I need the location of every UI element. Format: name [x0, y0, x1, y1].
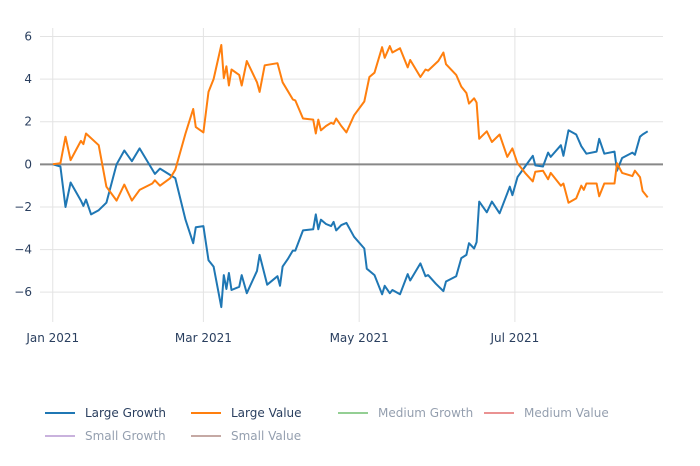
legend-label: Large Value — [231, 406, 302, 420]
legend-label: Small Value — [231, 429, 301, 443]
legend-item-small-value[interactable]: Small Value — [191, 429, 301, 443]
legend-label: Medium Value — [524, 406, 609, 420]
y-tick-label: −6 — [14, 285, 32, 299]
legend-label: Small Growth — [85, 429, 166, 443]
legend-label: Medium Growth — [378, 406, 473, 420]
y-axis: 6 4 2 0 −2 −4 −6 — [14, 30, 32, 300]
legend-label: Large Growth — [85, 406, 166, 420]
grid-layer — [40, 28, 663, 322]
legend-item-large-value[interactable]: Large Value — [191, 406, 302, 420]
x-tick-label: May 2021 — [330, 331, 389, 345]
legend-item-medium-growth[interactable]: Medium Growth — [338, 406, 473, 420]
y-tick-label: 6 — [24, 30, 32, 44]
x-tick-label: Mar 2021 — [175, 331, 232, 345]
x-tick-label: Jan 2021 — [25, 331, 79, 345]
series-line-large-growth — [52, 129, 649, 309]
legend-item-medium-value[interactable]: Medium Value — [484, 406, 609, 420]
y-tick-label: 2 — [24, 115, 32, 129]
legend: Large Growth Large Value Medium Growth Medi… — [45, 406, 609, 443]
x-axis: Jan 2021 Mar 2021 May 2021 Jul 2021 — [25, 331, 539, 345]
y-tick-label: 0 — [24, 157, 32, 171]
series-line-large-value — [52, 44, 649, 204]
legend-item-large-growth[interactable]: Large Growth — [45, 406, 166, 420]
y-tick-label: −2 — [14, 200, 32, 214]
y-tick-label: −4 — [14, 243, 32, 257]
y-tick-label: 4 — [24, 72, 32, 86]
series-layer — [52, 44, 649, 309]
legend-item-small-growth[interactable]: Small Growth — [45, 429, 166, 443]
x-tick-label: Jul 2021 — [489, 331, 539, 345]
